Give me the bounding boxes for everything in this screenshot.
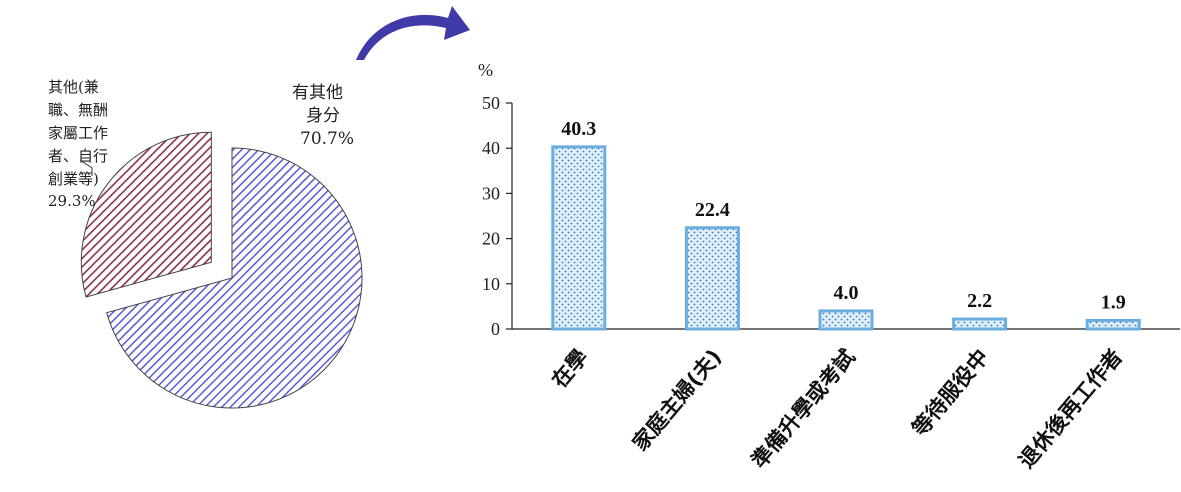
- bar-value-label: 4.0: [834, 282, 859, 304]
- bar: [551, 145, 607, 331]
- bar-value-label: 40.3: [561, 118, 596, 140]
- pie-label-main-value: 70.7%: [300, 129, 354, 149]
- y-unit-label: %: [478, 60, 493, 80]
- x-category-label: 等待服役中: [908, 345, 994, 441]
- pie-label-other-line: 職、無酬: [48, 101, 108, 119]
- y-tick-label: 0: [491, 319, 500, 339]
- pie-label-other-line: 其他(兼: [48, 78, 99, 96]
- bar-value-label: 1.9: [1101, 291, 1126, 313]
- x-category-label: 家庭主婦(夫): [628, 345, 726, 456]
- bar-chart: % 0 10 20 30 40 50 40.3 22.4 4.0 2.2 1.9 在學 家庭主婦(夫…: [478, 60, 1180, 473]
- bar: [818, 309, 874, 331]
- y-tick-label: 30: [482, 183, 500, 203]
- pie-leader-line: [79, 159, 93, 176]
- curved-arrow-icon: [356, 6, 470, 60]
- pie-slice-other-status: [106, 147, 363, 409]
- pie-label-other-line: 家屬工作: [48, 124, 108, 142]
- y-tick-label: 40: [482, 138, 500, 158]
- bar-value-label: 22.4: [695, 199, 730, 221]
- pie-label-other-line: 創業等): [48, 170, 99, 188]
- pie-slice-other: [80, 131, 212, 298]
- y-tick-label: 10: [482, 274, 500, 294]
- pie-label-main: 有其他 身分 70.7%: [292, 83, 354, 149]
- x-category-label: 退休後再工作者: [1014, 345, 1127, 473]
- pie-label-other: 其他(兼 職、無酬 家屬工作 者、自行 創業等) 29.3%: [48, 78, 108, 210]
- pie-label-other-value: 29.3%: [48, 192, 96, 210]
- bar: [684, 226, 740, 331]
- bar: [952, 317, 1008, 331]
- pie-label-main-line: 有其他: [292, 83, 343, 103]
- pie-label-main-line: 身分: [306, 106, 340, 126]
- pie-chart: [80, 131, 363, 409]
- y-tick-label: 20: [482, 229, 500, 249]
- x-category-label: 準備升學或考試: [747, 345, 860, 473]
- y-tick-label: 50: [482, 93, 500, 113]
- bar-value-label: 2.2: [967, 290, 992, 312]
- bar: [1085, 318, 1141, 331]
- x-category-label: 在學: [547, 345, 592, 393]
- pie-label-other-line: 者、自行: [48, 147, 108, 165]
